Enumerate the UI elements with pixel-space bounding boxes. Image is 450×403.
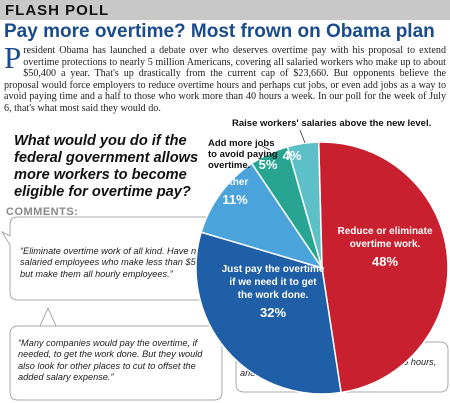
callout-text: overtime. bbox=[208, 160, 250, 171]
pie-category-label: Other bbox=[222, 177, 249, 188]
pie-label-reduce-overtime: Reduce or eliminate overtime work. 48% bbox=[337, 226, 432, 269]
pie-label-raise-salaries: 4% bbox=[283, 148, 302, 163]
pie-value-label: 4% bbox=[283, 148, 302, 163]
dropcap: P bbox=[4, 40, 22, 75]
pie-label-pay-overtime: Just pay the overtime if we need it to ge… bbox=[222, 264, 325, 320]
callout-leader-line bbox=[261, 145, 271, 151]
pie-label-add-jobs: 5% bbox=[259, 157, 278, 172]
pie-category-label: if we need it to get bbox=[229, 277, 317, 288]
callout-text: Add more jobs bbox=[208, 138, 275, 149]
header-bar: FLASH POLL bbox=[0, 0, 450, 20]
headline: Pay more overtime? Most frown on Obama p… bbox=[4, 21, 435, 42]
comment-1: “Eliminate overtime work of all kind. Ha… bbox=[20, 246, 222, 279]
comment-2: “Many companies would pay the overtime, … bbox=[18, 338, 203, 383]
callout-raise-salaries: Raise workers' salaries above the new le… bbox=[232, 118, 431, 144]
pie-value-label: 48% bbox=[372, 254, 398, 269]
pie-category-label: overtime work. bbox=[350, 239, 421, 250]
pie-slice-reduce-overtime bbox=[317, 141, 449, 394]
article-text: resident Obama has launched a debate ove… bbox=[4, 45, 446, 114]
pie-slice-raise-salaries bbox=[286, 141, 323, 269]
callout-text: Raise workers' salaries above the new le… bbox=[232, 118, 431, 129]
pie-value-label: 5% bbox=[259, 157, 278, 172]
header-label: FLASH POLL bbox=[5, 2, 110, 19]
callout-leader-line bbox=[299, 129, 306, 144]
pie-slice-other bbox=[200, 162, 324, 270]
pie-slice-pay-overtime bbox=[195, 231, 342, 395]
callout-text: to avoid paying bbox=[208, 149, 278, 160]
pie-category-label: Just pay the overtime bbox=[222, 264, 325, 275]
poll-question: What would you do if the federal governm… bbox=[14, 133, 199, 200]
pie-category-label: the work done. bbox=[238, 290, 309, 301]
pie-label-other: Other 11% bbox=[222, 177, 249, 207]
pie-value-label: 32% bbox=[260, 305, 286, 320]
pie-category-label: Reduce or eliminate bbox=[337, 226, 432, 237]
comments-label: COMMENTS: bbox=[6, 206, 79, 218]
pie-value-label: 11% bbox=[222, 192, 248, 207]
